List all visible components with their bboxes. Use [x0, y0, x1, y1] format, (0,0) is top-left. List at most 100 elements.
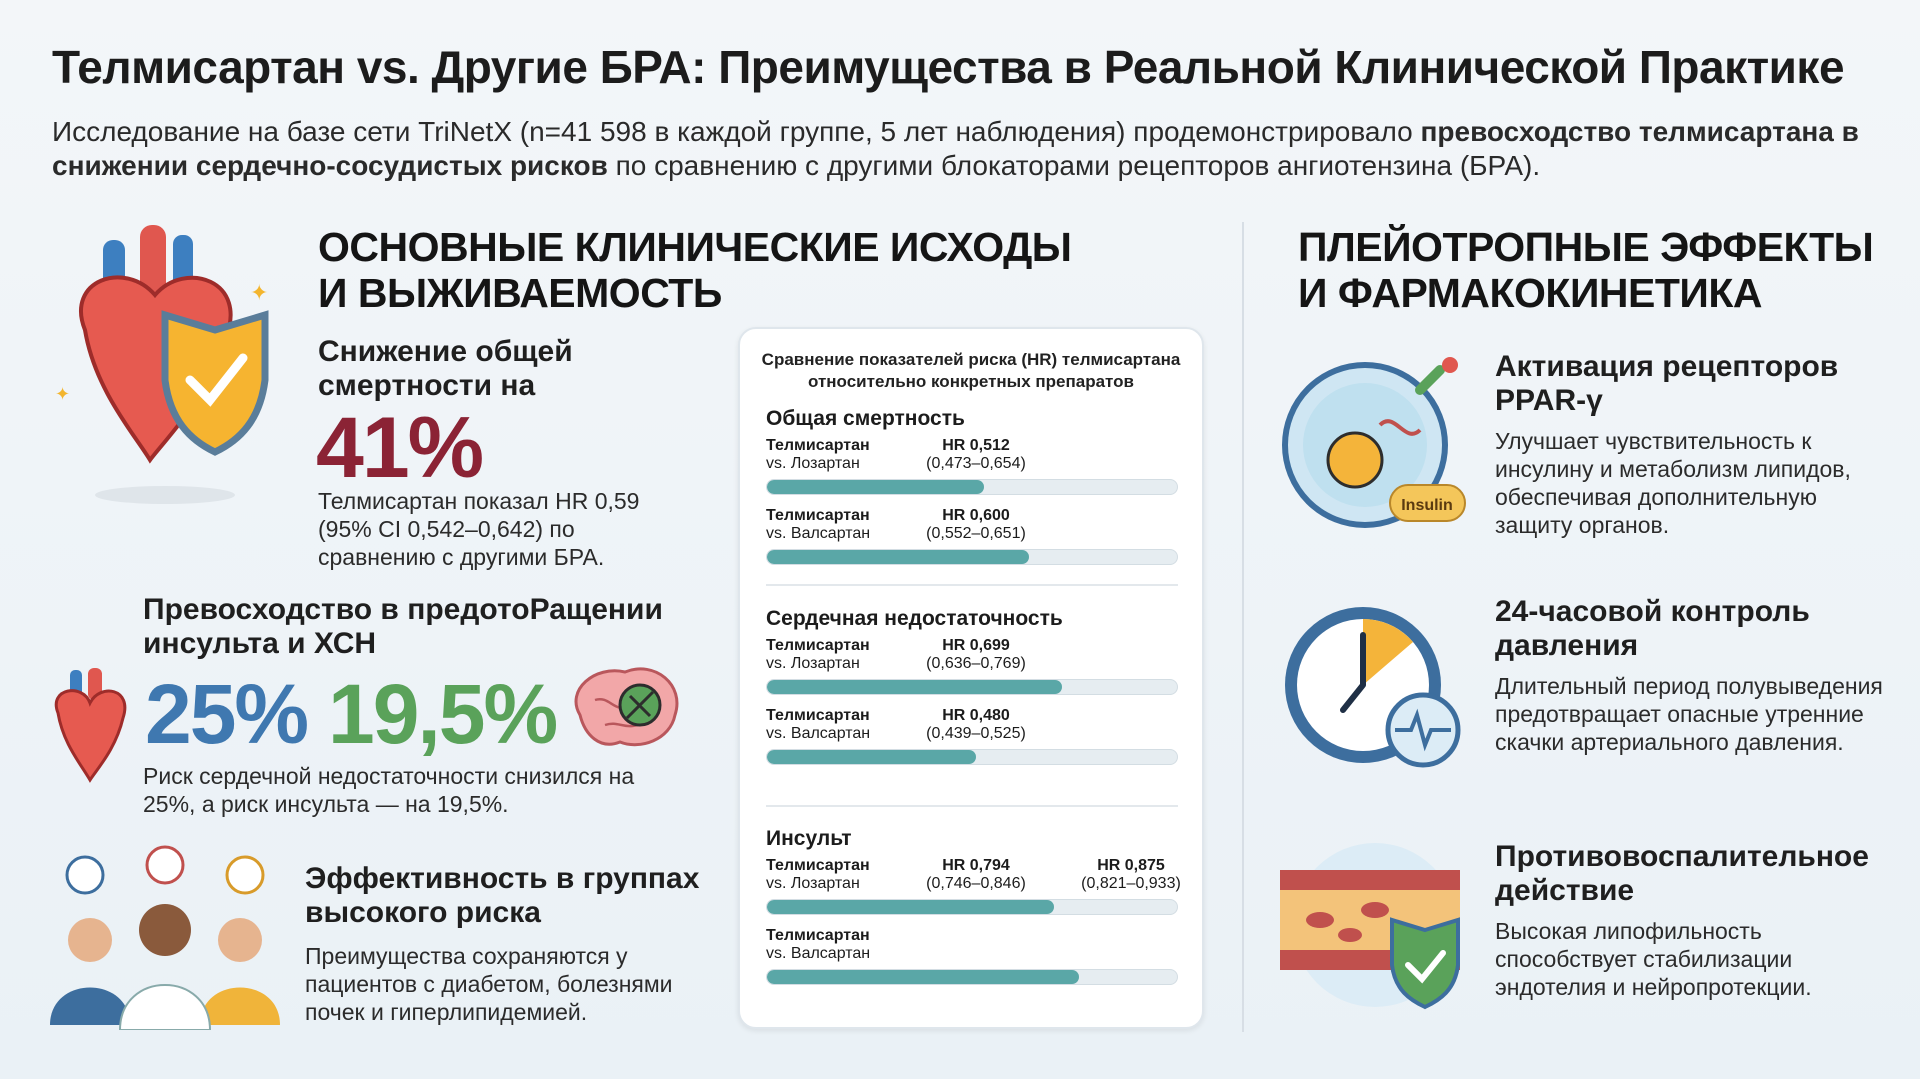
hr-bar-fill: [767, 480, 985, 494]
stroke-hf-text: Риск сердечной недостаточности снизился …: [143, 763, 635, 817]
comparator-name: vs. Валсартан: [766, 725, 871, 742]
brain-icon: [574, 667, 679, 747]
hr-ci: (0,821–0,933): [1081, 875, 1181, 892]
clock-icon: [1285, 607, 1461, 768]
hr-ci: (0,636–0,769): [926, 655, 1026, 672]
hr-bar-fill: [767, 900, 1054, 914]
comparator-name: vs. Лозартан: [766, 875, 860, 892]
mortality-title: Снижение общей смертности на: [318, 335, 573, 403]
mortality-text: Телмисартан показал HR 0,59 (95% CI 0,54…: [318, 488, 640, 570]
hr-row: Телмисартан vs. Валсартан HR 0,480 (0,439–0…: [766, 707, 1178, 767]
drug-name: Телмисартан: [766, 927, 870, 944]
hr-row: Телмисартан vs. Валсартан: [766, 927, 1178, 987]
hr-number: HR 0,875: [1097, 857, 1165, 874]
stroke-hf-title: Превосходство в предотоРащении инсульта …: [143, 593, 663, 660]
chart-title: Сравнение показателей риска (HR) телмиса…: [761, 350, 1181, 391]
drug-name: Телмисартан: [766, 637, 870, 654]
anti-inflammatory-text: Высокая липофильность способствует стаби…: [1495, 918, 1812, 1000]
hr-row: Телмисартан vs. Лозартан HR 0,794 (0,746–0,…: [766, 857, 1181, 917]
hr-value-secondary: HR 0,875 (0,821–0,933): [1071, 857, 1191, 893]
pleiotropic-heading-line2: И ФАРМАКОКИНЕТИКА: [1298, 270, 1763, 316]
hr-value: HR 0,794 (0,746–0,846): [916, 857, 1036, 893]
hr-bar-fill: [767, 550, 1030, 564]
comparator-name: vs. Валсартан: [766, 945, 871, 962]
chart-group-title: Общая смертность: [766, 407, 965, 430]
drug-name: Телмисартан: [766, 507, 870, 524]
comparator-name: vs. Валсартан: [766, 525, 871, 542]
artery-shield-icon: [1280, 843, 1460, 1010]
hr-value: HR 0,600 (0,552–0,651): [916, 507, 1036, 543]
hr-bar-track: [766, 969, 1178, 985]
comparison-label: Телмисартан vs. Лозартан: [766, 857, 870, 893]
mortality-reduction-value: 41%: [316, 400, 484, 496]
comparator-name: vs. Лозартан: [766, 455, 860, 472]
hr-bar-fill: [767, 680, 1063, 694]
hr-number: HR 0,794: [942, 857, 1010, 874]
page-title: Телмисартан vs. Другие БРА: Преимущества…: [52, 41, 1845, 93]
subtitle: Исследование на базе сети TriNetX (n=41 …: [52, 115, 1882, 183]
hr-ci: (0,473–0,654): [926, 455, 1026, 472]
hr-bar-track: [766, 679, 1178, 695]
chart-group-divider: [766, 584, 1178, 586]
stroke-reduction-value: 19,5%: [328, 667, 558, 761]
subtitle-text: Исследование на базе сети TriNetX (n=41 …: [52, 116, 1421, 147]
high-risk-title: Эффективность в группах высокого риска: [305, 862, 700, 929]
hr-bar-track: [766, 749, 1178, 765]
cell-receptor-icon: Insulin: [1282, 357, 1466, 528]
bp-control-title: 24-часовой контроль давления: [1495, 595, 1810, 662]
high-risk-text: Преимущества сохраняются у пациентов с д…: [305, 943, 673, 1025]
hr-number: HR 0,600: [942, 507, 1010, 524]
hr-number: HR 0,699: [942, 637, 1010, 654]
svg-text:✦: ✦: [250, 280, 268, 305]
hr-bar-fill: [767, 750, 977, 764]
comparator-name: vs. Лозартан: [766, 655, 860, 672]
pleiotropic-heading-line1: ПЛЕЙОТРОПНЫЕ ЭФФЕКТЫ: [1298, 224, 1874, 270]
hr-ci: (0,746–0,846): [926, 875, 1026, 892]
hr-bar-track: [766, 479, 1178, 495]
comparison-label: Телмисартан vs. Валсартан: [766, 927, 870, 963]
subtitle-text-end: по сравнению с другими блокаторами рецеп…: [607, 150, 1541, 181]
hr-row: Телмисартан vs. Валсартан HR 0,600 (0,552–0…: [766, 507, 1178, 567]
drug-name: Телмисартан: [766, 857, 870, 874]
hr-row: Телмисартан vs. Лозартан HR 0,512 (0,473–0,…: [766, 437, 1178, 497]
column-divider: [1242, 222, 1244, 1032]
hr-comparison-panel: Сравнение показателей риска (HR) телмиса…: [738, 327, 1204, 1029]
hr-value: HR 0,512 (0,473–0,654): [916, 437, 1036, 473]
mortality-title-line1: Снижение общей: [318, 335, 573, 368]
drug-name: Телмисартан: [766, 437, 870, 454]
heart-icon: [54, 668, 127, 783]
drug-name: Телмисартан: [766, 707, 870, 724]
ppar-title: Активация рецепторов PPAR-γ: [1495, 350, 1839, 417]
patients-group-icon: [50, 845, 280, 1030]
heart-shield-icon: ✦ ✦: [55, 225, 269, 504]
hr-bar-fill: [767, 970, 1079, 984]
outcomes-heading-line2: И ВЫЖИВАЕМОСТЬ: [318, 270, 722, 316]
pleiotropic-heading: ПЛЕЙОТРОПНЫЕ ЭФФЕКТЫ И ФАРМАКОКИНЕТИКА: [1298, 224, 1874, 316]
comparison-label: Телмисартан vs. Лозартан: [766, 437, 870, 473]
hr-ci: (0,552–0,651): [926, 525, 1026, 542]
ppar-text: Улучшает чувствительность к инсулину и м…: [1495, 428, 1851, 538]
hf-reduction-value: 25%: [145, 667, 309, 761]
svg-text:✦: ✦: [55, 384, 70, 404]
insulin-badge: Insulin: [1401, 497, 1453, 514]
hr-bar-track: [766, 899, 1178, 915]
hr-value: HR 0,699 (0,636–0,769): [916, 637, 1036, 673]
subtitle-highlight: превосходство телмисартана в снижении се…: [52, 116, 1859, 181]
comparison-label: Телмисартан vs. Лозартан: [766, 637, 870, 673]
hr-bar-track: [766, 549, 1178, 565]
hr-number: HR 0,512: [942, 437, 1010, 454]
chart-group-title: Сердечная недостаточность: [766, 607, 1063, 630]
anti-inflammatory-title: Противовоспалительное действие: [1495, 840, 1869, 907]
comparison-label: Телмисартан vs. Валсартан: [766, 707, 870, 743]
outcomes-heading: ОСНОВНЫЕ КЛИНИЧЕСКИЕ ИСХОДЫ И ВЫЖИВАЕМОС…: [318, 224, 1072, 316]
hr-value: HR 0,480 (0,439–0,525): [916, 707, 1036, 743]
mortality-title-line2: смертности на: [318, 369, 536, 402]
comparison-label: Телмисартан vs. Валсартан: [766, 507, 870, 543]
chart-group-divider: [766, 805, 1178, 807]
bp-control-text: Длительный период полувыведения предотвр…: [1495, 673, 1883, 755]
outcomes-heading-line1: ОСНОВНЫЕ КЛИНИЧЕСКИЕ ИСХОДЫ: [318, 224, 1072, 270]
hr-ci: (0,439–0,525): [926, 725, 1026, 742]
chart-group-title: Инсульт: [766, 827, 852, 850]
hr-row: Телмисартан vs. Лозартан HR 0,699 (0,636–0,…: [766, 637, 1178, 697]
hr-number: HR 0,480: [942, 707, 1010, 724]
